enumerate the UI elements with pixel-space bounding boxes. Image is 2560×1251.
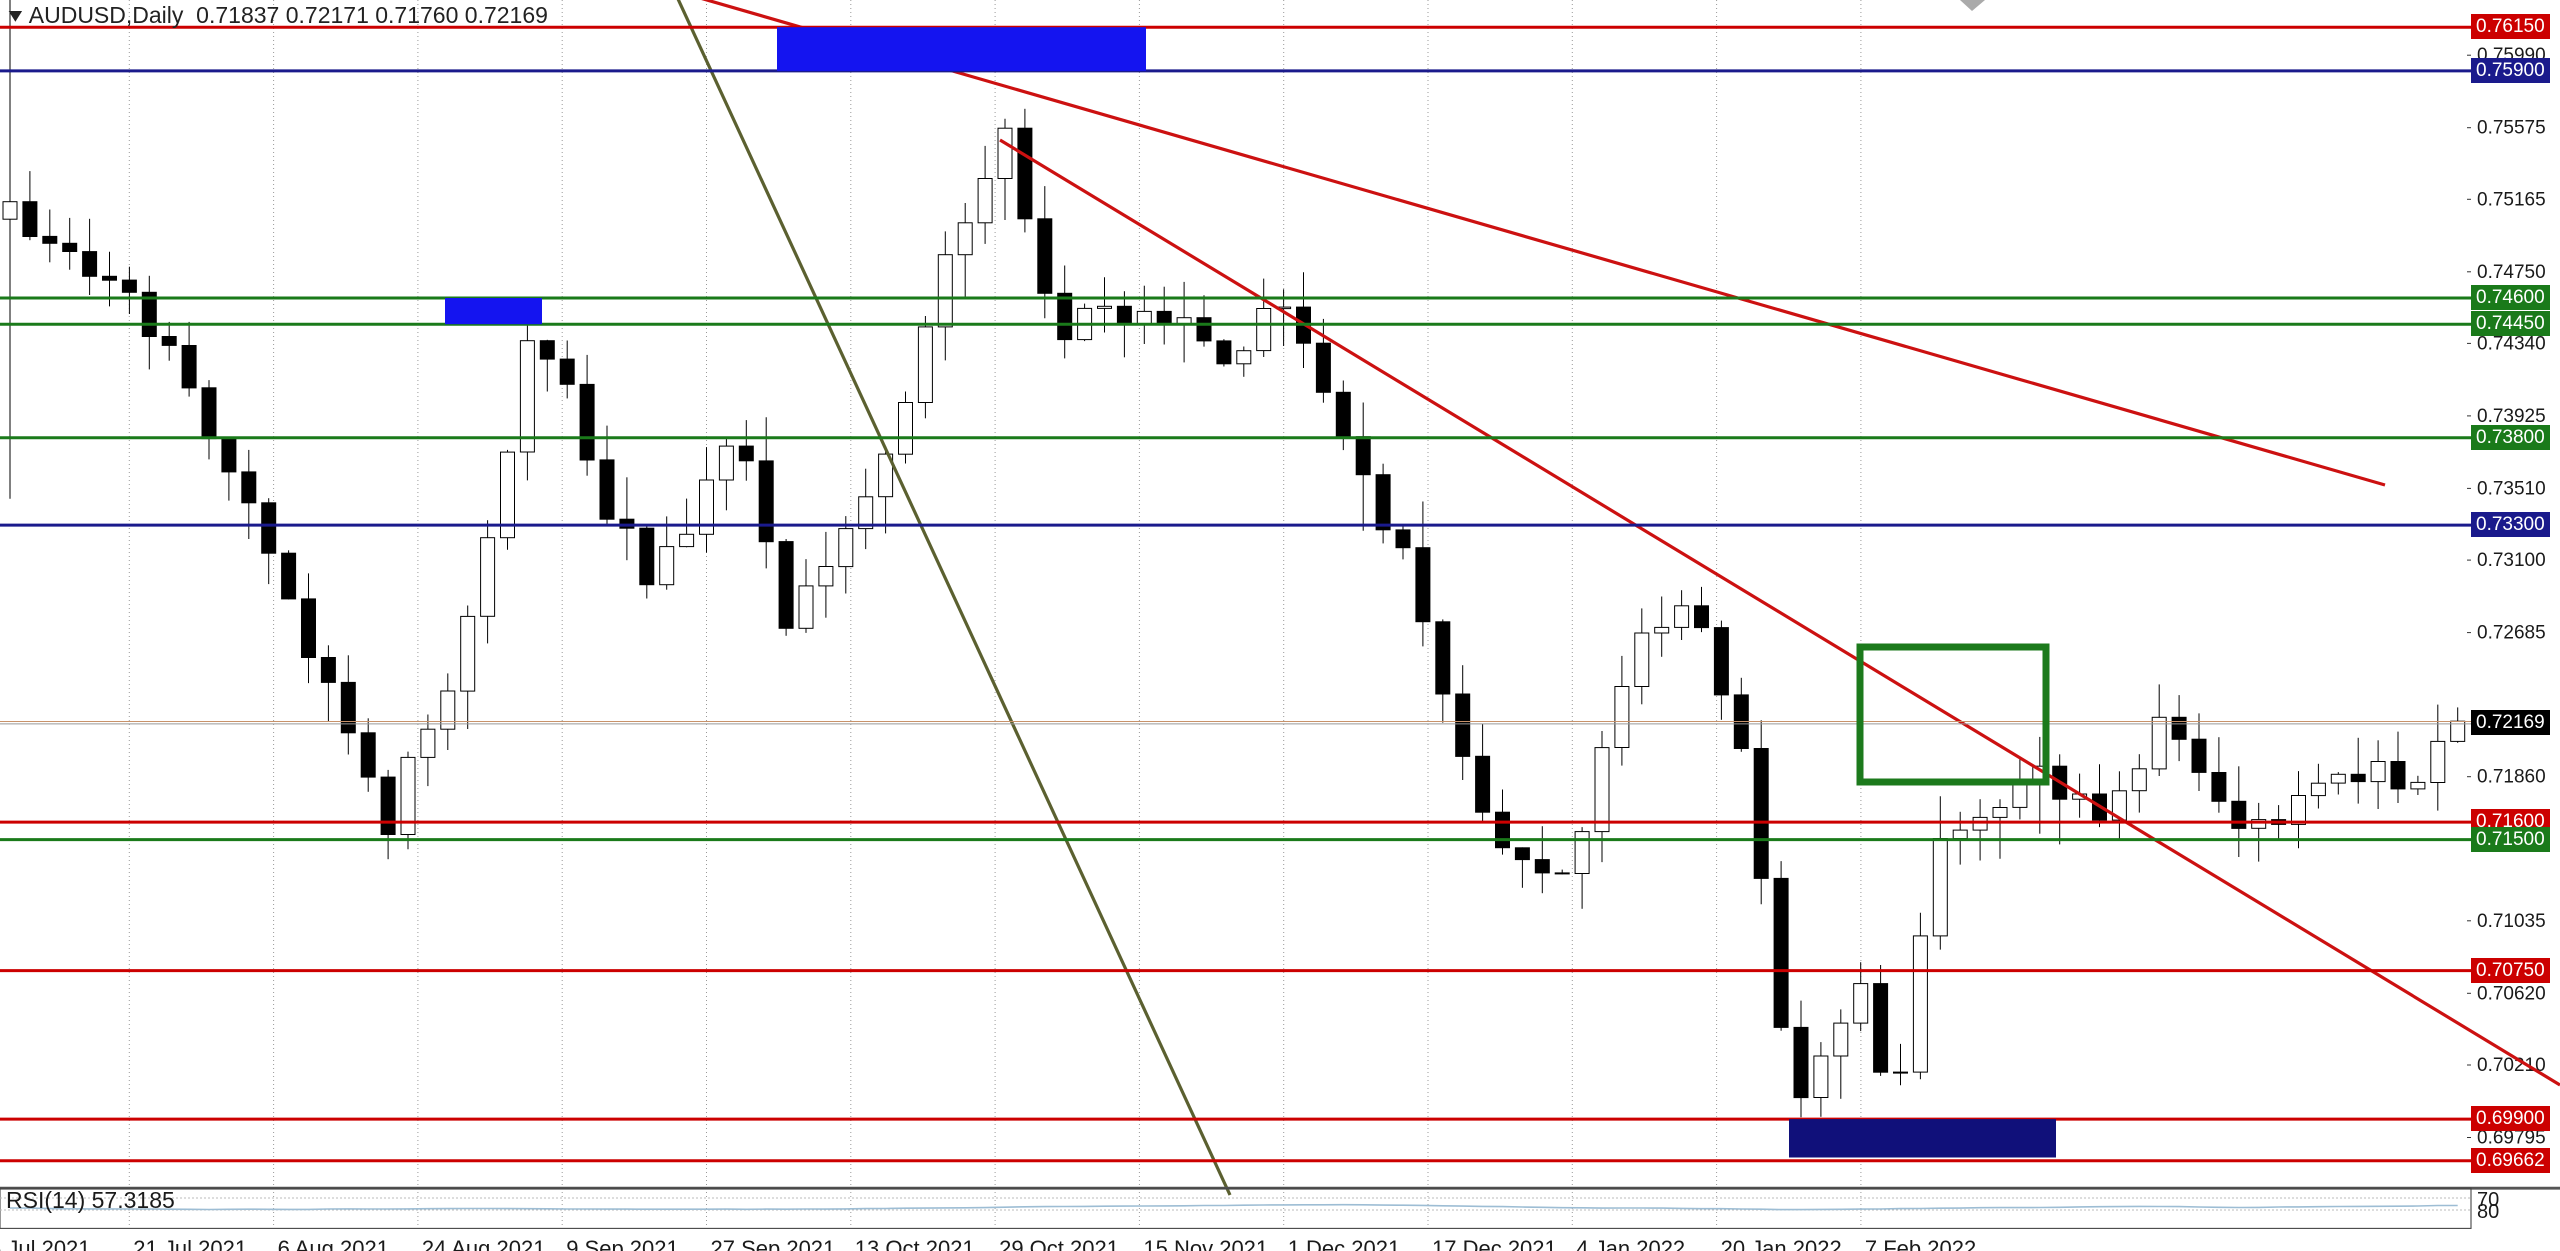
svg-text:0.73925: 0.73925 [2477,406,2546,427]
svg-text:0.73100: 0.73100 [2477,550,2546,571]
svg-text:0.73510: 0.73510 [2477,478,2546,499]
svg-text:0.74750: 0.74750 [2477,262,2546,283]
svg-text:0.72685: 0.72685 [2477,623,2546,644]
svg-text:0.71860: 0.71860 [2477,767,2546,788]
svg-text:0.75165: 0.75165 [2477,189,2546,210]
svg-text:0.71035: 0.71035 [2477,911,2546,932]
svg-text:0.75575: 0.75575 [2477,118,2546,139]
svg-text:0.70620: 0.70620 [2477,983,2546,1004]
svg-text:RSI(14) 57.3185: RSI(14) 57.3185 [6,1187,175,1213]
svg-text:0.70210: 0.70210 [2477,1055,2546,1076]
svg-text:80: 80 [2477,1201,2499,1223]
svg-text:0.74340: 0.74340 [2477,333,2546,354]
